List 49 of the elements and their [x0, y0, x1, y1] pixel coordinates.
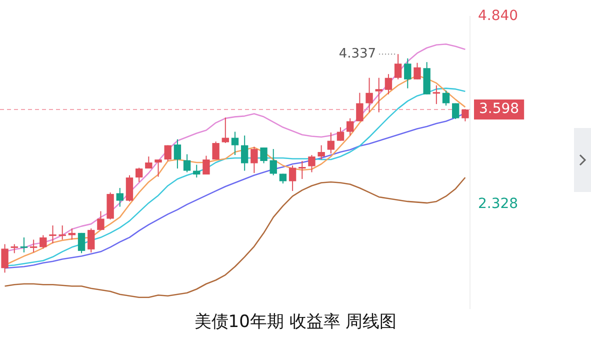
candlestick [78, 232, 86, 254]
candlestick [116, 187, 124, 208]
candlestick [135, 167, 143, 182]
candlestick [414, 62, 421, 80]
y-tick-label: 2.328 [478, 196, 518, 212]
candlestick [240, 135, 248, 172]
candlestick [250, 146, 258, 174]
candlestick [202, 155, 210, 175]
candlestick [366, 77, 373, 113]
candlestick [384, 74, 392, 95]
candlestick [58, 224, 66, 240]
candlestick [20, 236, 28, 253]
candlestick [193, 164, 200, 178]
candlestick [145, 156, 152, 169]
candlestick [356, 92, 364, 122]
candlestick [288, 164, 296, 192]
candlestick [404, 58, 412, 89]
candlestick [164, 144, 172, 162]
candlestick [452, 102, 460, 120]
candlestick [40, 234, 47, 250]
candlestick [279, 173, 287, 184]
candlestick [442, 90, 450, 106]
candlestick [1, 244, 8, 274]
candlestick [298, 160, 306, 180]
candlestick [97, 210, 104, 230]
candlestick [88, 228, 95, 253]
candlestick [222, 117, 230, 144]
candlestick [126, 174, 134, 202]
candlestick [346, 118, 354, 136]
candlestick [394, 54, 402, 80]
annotation: 4.337 [338, 46, 376, 62]
candlestick [231, 131, 239, 156]
text: 美债10年期 收益率 周线图 [194, 312, 397, 332]
candlestick [270, 148, 277, 176]
candlestick [318, 144, 325, 160]
candlestick [375, 77, 382, 113]
candlestick [212, 141, 220, 160]
candlestick [49, 224, 56, 244]
ref-line-label: 3.598 [479, 101, 520, 118]
candlestick [260, 147, 268, 164]
candlestick [30, 239, 38, 253]
candlestick [308, 154, 316, 173]
candlestick [327, 132, 335, 154]
candlestick [432, 84, 440, 105]
candlestick [336, 126, 344, 142]
candlestick [174, 138, 182, 169]
candlestick [183, 154, 191, 173]
y-tick-label: 4.840 [478, 8, 518, 24]
candlestick [154, 159, 162, 178]
